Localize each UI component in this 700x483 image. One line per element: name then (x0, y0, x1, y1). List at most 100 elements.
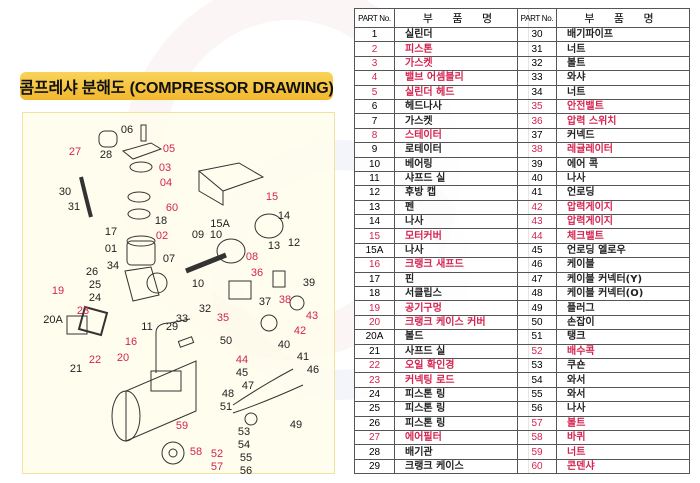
part-name: 샤프드 실 (394, 170, 529, 187)
part-name: 베어링 (394, 156, 529, 172)
part-name: 스테이터 (394, 127, 529, 144)
part-name: 나사 (394, 242, 529, 259)
callout-label: 26 (86, 266, 98, 278)
table-row: 57 볼트 (517, 415, 690, 431)
callout-label: 50 (220, 335, 232, 347)
part-number: 34 (517, 84, 557, 100)
part-number: 3 (354, 55, 395, 72)
part-number: 37 (517, 127, 557, 144)
wheel-part (161, 441, 185, 465)
callout-label: 04 (160, 177, 172, 189)
callout-label: 08 (246, 251, 258, 263)
tank-bracket-part (150, 370, 182, 392)
part-number: 36 (517, 113, 557, 129)
part-name: 압력게이지 (556, 214, 690, 230)
table-row: 16 크랭크 새프드 (354, 257, 529, 273)
exhaust-pipe-part (79, 176, 93, 218)
part-number: 45 (517, 242, 557, 259)
part-number: 39 (517, 156, 557, 172)
callout-label: 49 (290, 419, 302, 431)
table-row: 60 콘덴샤 (517, 458, 690, 475)
part-name: 볼트 (556, 55, 690, 72)
part-name: 크랭크 새프드 (394, 257, 529, 273)
callout-label: 15 (266, 191, 278, 203)
part-name: 로테이터 (394, 142, 529, 158)
oil-sight-part (66, 315, 88, 335)
part-name: 체크밸트 (556, 228, 690, 244)
part-name: 후방 캡 (394, 185, 529, 201)
callout-label: 12 (288, 237, 300, 249)
table-row: 20A 볼드 (354, 329, 529, 345)
part-number: 11 (354, 170, 395, 187)
part-number: 25 (354, 401, 395, 417)
callout-label: 40 (278, 339, 290, 351)
part-name: 펜 (394, 199, 529, 216)
part-name: 피스톤 (394, 41, 529, 57)
callout-label: 60 (166, 202, 178, 214)
part-number: 27 (354, 429, 395, 446)
callout-label: 48 (222, 388, 234, 400)
part-name: 실린더 헤드 (394, 84, 529, 100)
callout-label: 33 (176, 313, 188, 325)
table-row: 11 샤프드 실 (354, 170, 529, 187)
callout-label: 58 (190, 446, 202, 458)
part-number: 28 (354, 444, 395, 460)
part-number: 21 (354, 343, 395, 359)
table-row: 21 사프드 실 (354, 343, 529, 359)
table-row: 18 서클립스 (354, 286, 529, 302)
part-name: 피스톤 링 (394, 415, 529, 431)
callout-label: 42 (294, 325, 306, 337)
table-row: 40 나사 (517, 170, 690, 187)
table-row: 46 케이블 (517, 257, 690, 273)
part-name: 압력게이지 (556, 199, 690, 216)
callout-label: 20A (43, 314, 63, 326)
part-number: 56 (517, 401, 557, 417)
part-number: 42 (517, 199, 557, 216)
callout-label: 52 (211, 448, 223, 460)
part-number: 16 (354, 257, 395, 273)
page-title: 콤프레샤 분해도 (COMPRESSOR DRAWING) (19, 72, 334, 100)
table-row: 56 나사 (517, 401, 690, 417)
part-number: 32 (517, 55, 557, 72)
part-number: 15A (354, 242, 395, 259)
table-row: 33 와샤 (517, 70, 690, 86)
table-row: 50 손잡이 (517, 314, 690, 331)
callout-label: 59 (176, 420, 188, 432)
part-name: 콘덴샤 (556, 458, 690, 475)
table-row: 54 와서 (517, 372, 690, 388)
part-number: 43 (517, 214, 557, 230)
part-name: 손잡이 (556, 314, 690, 331)
part-name: 나사 (556, 170, 690, 187)
table-row: 30 배기파이프 (517, 26, 690, 43)
callout-label: 37 (259, 296, 271, 308)
callout-label: 19 (52, 285, 64, 297)
table-row: 4 밸브 어셈블리 (354, 70, 529, 86)
table-row: 25 피스톤 링 (354, 401, 529, 417)
part-number: 46 (517, 257, 557, 273)
parts-table-body: 30 배기파이프 31 너트 32 볼트 33 와샤 34 너트 35 안전밸트 36 압력 스위치 37 커… (517, 26, 690, 475)
callout-label: 56 (240, 465, 252, 477)
table-row: 13 펜 (354, 199, 529, 216)
table-row: 19 공기구멍 (354, 300, 529, 316)
air-filter-part (98, 130, 118, 148)
header-part-no: PART No. (517, 8, 557, 28)
callout-label: 41 (297, 351, 309, 363)
callout-label: 39 (303, 277, 315, 289)
table-row: 51 탱크 (517, 329, 690, 345)
part-name: 탱크 (556, 329, 690, 345)
part-number: 12 (354, 185, 395, 201)
callout-label: 55 (240, 452, 252, 464)
part-number: 44 (517, 228, 557, 244)
part-number: 9 (354, 142, 395, 158)
callout-label: 53 (238, 426, 250, 438)
table-row: 7 가스켓 (354, 113, 529, 129)
header-part-name: 부 품 명 (394, 8, 529, 28)
part-number: 5 (354, 84, 395, 100)
part-number: 24 (354, 386, 395, 403)
table-row: 47 케이블 커넥터(Y) (517, 271, 690, 288)
table-row: 5 실린더 헤드 (354, 84, 529, 100)
table-row: 8 스테이터 (354, 127, 529, 144)
part-name: 와샤 (556, 70, 690, 86)
callout-label: 31 (68, 201, 80, 213)
